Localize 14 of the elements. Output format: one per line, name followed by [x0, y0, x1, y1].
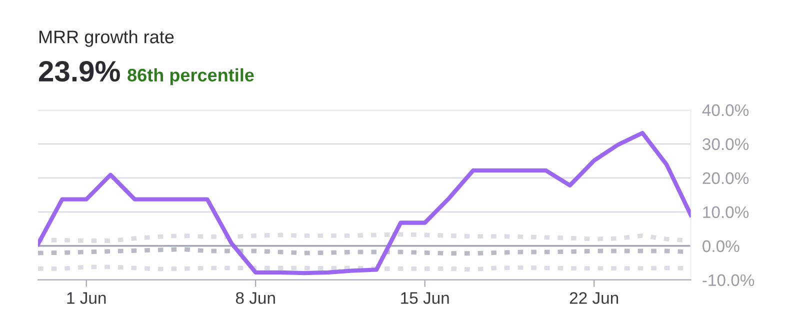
x-tick-label: 1 Jun — [67, 292, 106, 304]
chart-subtitle: 23.9% — [39, 60, 120, 82]
text: 86th percentile — [128, 68, 254, 86]
line-series — [38, 130, 691, 276]
x-tick-label: 15 Jun — [401, 292, 449, 304]
y-tick-label: -10.0% — [702, 274, 754, 286]
y-tick-label: 10.0% — [703, 206, 749, 218]
x-tick-label: 8 Jun — [236, 292, 275, 304]
y-tick-label: 40.0% — [702, 104, 749, 116]
y-tick-label: 0.0% — [702, 240, 740, 252]
y-tick-label: 20.0% — [702, 172, 749, 184]
y-tick-label: 30.0% — [702, 138, 749, 150]
x-tick-label: 22 Jun — [570, 292, 618, 304]
chart-title: MRR growth rate — [39, 30, 174, 47]
